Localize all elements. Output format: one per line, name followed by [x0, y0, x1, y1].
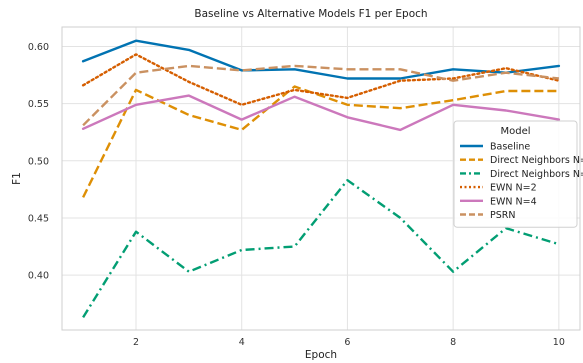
legend-entry: Baseline	[490, 142, 530, 153]
series-line-1	[81, 39, 561, 80]
x-tick-label: 2	[133, 337, 139, 348]
legend-entry: PSRN	[490, 210, 515, 221]
y-tick-label: 0.45	[28, 213, 49, 224]
series-line-2	[82, 85, 559, 198]
y-axis-label: F1	[11, 172, 23, 185]
x-axis-label: Epoch	[305, 349, 337, 361]
x-tick-label: 4	[239, 337, 245, 348]
series-line-6	[82, 64, 560, 127]
x-tick-label: 8	[450, 337, 456, 348]
y-tick-label: 0.40	[28, 271, 49, 282]
legend-box	[453, 120, 578, 228]
y-tick-label: 0.50	[28, 156, 49, 167]
tick-labels: 2 4 6 8 10 0.40 0.45 0.50 0.55 0.60	[28, 42, 565, 348]
series-line-4	[81, 53, 561, 107]
series-lines	[81, 39, 561, 319]
legend-entry: EWN N=4	[490, 196, 537, 207]
x-tick-label: 10	[553, 337, 565, 348]
y-tick-label: 0.55	[28, 99, 49, 110]
y-tick-label: 0.60	[28, 42, 49, 53]
x-tick-label: 6	[344, 337, 350, 348]
legend-entry: EWN N=2	[490, 183, 537, 194]
series-line-3	[82, 178, 560, 319]
chart-title: Baseline vs Alternative Models F1 per Ep…	[194, 8, 427, 20]
plot-frame	[61, 26, 581, 331]
legend: Model Baseline Direct Neighbors N=1 Direct …	[453, 120, 583, 228]
legend-title: Model	[500, 126, 530, 137]
legend-entry: Direct Neighbors N=2	[490, 169, 583, 180]
series-line-5	[81, 94, 561, 132]
legend-entry: Direct Neighbors N=1	[490, 155, 583, 166]
